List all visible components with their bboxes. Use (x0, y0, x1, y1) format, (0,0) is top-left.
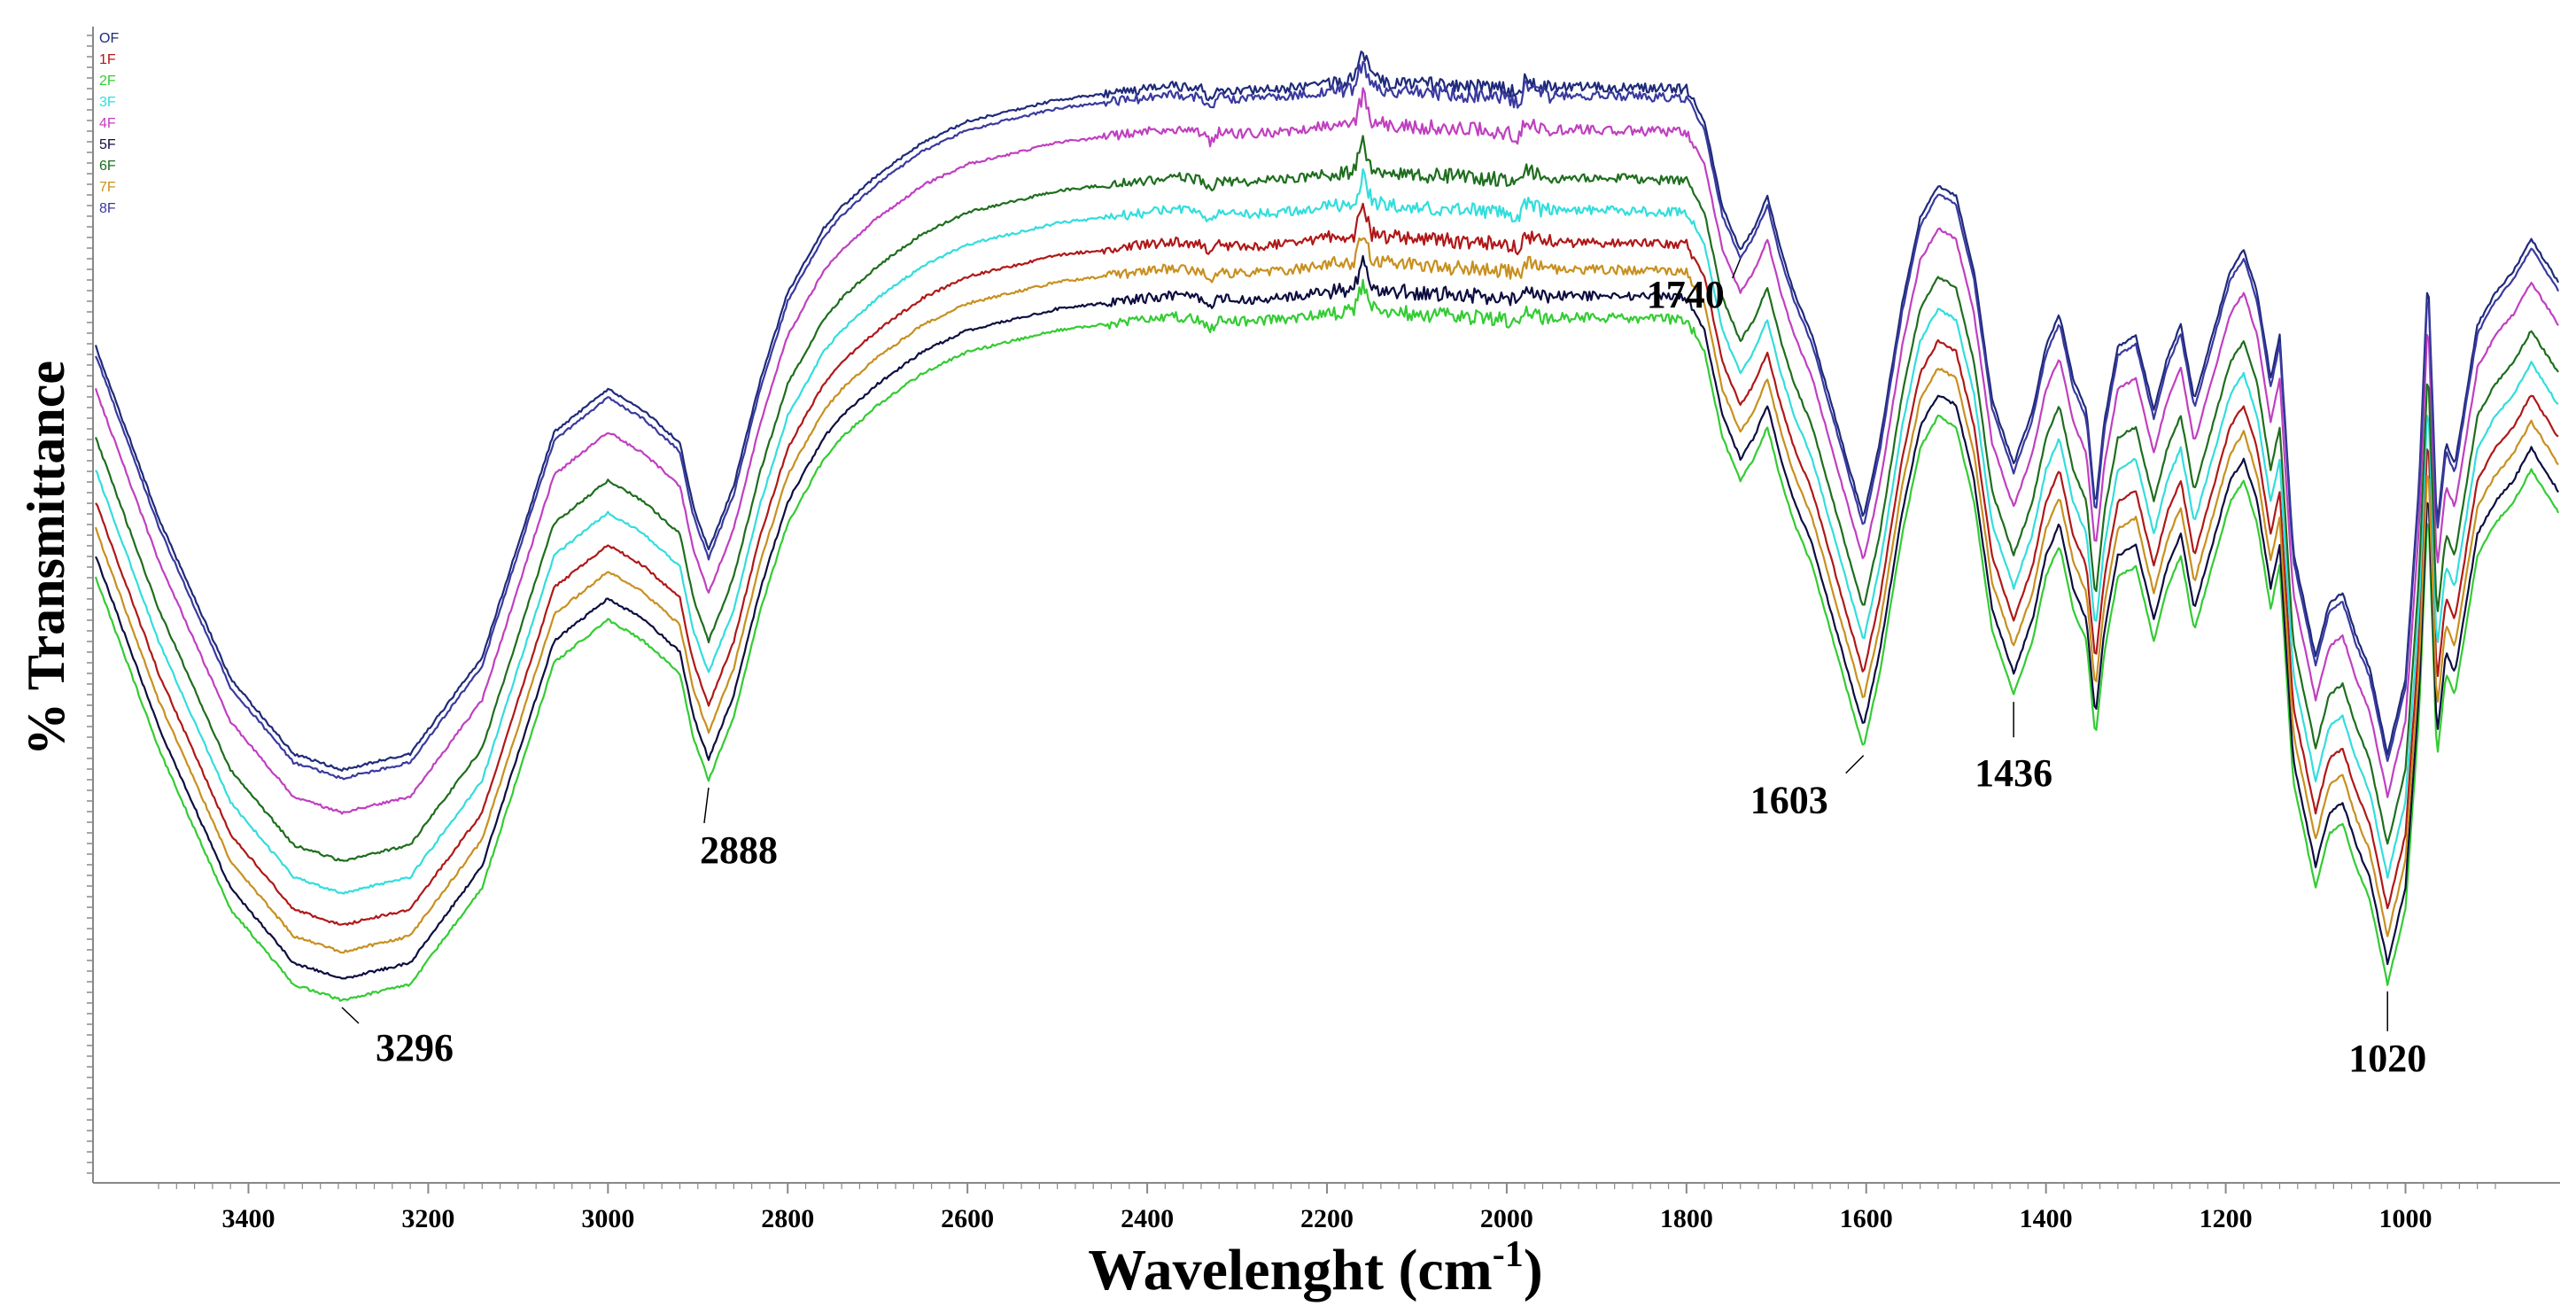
series-line-2f (94, 278, 2560, 1002)
peak-leader-2888 (703, 787, 710, 824)
x-tick-label-2400: 2400 (1121, 1204, 1174, 1233)
legend-item-8f: 8F (99, 201, 116, 216)
legend-item-7f: 7F (99, 180, 116, 195)
series-line-5f (95, 254, 2559, 980)
x-tick-label-2200: 2200 (1300, 1204, 1354, 1233)
x-tick-label-2600: 2600 (941, 1204, 994, 1233)
peak-leader-1603 (1845, 755, 1865, 774)
legend-item-of: OF (99, 31, 119, 46)
legend: OF 1F 2F 3F 4F 5F 6F 7F 8F (99, 31, 119, 216)
series-line-8f (95, 60, 2560, 781)
legend-item-6f: 6F (99, 159, 116, 174)
y-axis-title: % Transmittance (17, 361, 75, 756)
peak-label-1436: 1436 (1975, 751, 2052, 795)
x-tick-label-3000: 3000 (581, 1204, 634, 1233)
x-tick-label-1000: 1000 (2379, 1204, 2432, 1233)
x-axis-ticks: 3400 3200 3000 2800 2600 2400 2200 2000 1800 1600… (158, 1183, 2496, 1233)
peak-label-1020: 1020 (2348, 1037, 2426, 1080)
series-line-4f (94, 87, 2559, 815)
x-tick-label-2800: 2800 (761, 1204, 814, 1233)
legend-item-5f: 5F (99, 137, 116, 152)
peak-label-3296: 3296 (376, 1026, 454, 1069)
legend-item-3f: 3F (99, 95, 116, 110)
x-axis-title-close: ) (1524, 1238, 1543, 1302)
peak-label-2888: 2888 (700, 828, 778, 872)
x-tick-label-1800: 1800 (1660, 1204, 1713, 1233)
x-tick-label-1600: 1600 (1840, 1204, 1893, 1233)
peak-label-1740: 1740 (1647, 273, 1725, 316)
x-tick-label-3400: 3400 (221, 1204, 275, 1233)
x-tick-label-1400: 1400 (2020, 1204, 2073, 1233)
x-tick-label-2000: 2000 (1480, 1204, 1533, 1233)
series-line-1f (95, 202, 2559, 926)
x-axis-title: Wavelenght (cm-1) (1088, 1234, 1542, 1302)
x-tick-label-3200: 3200 (401, 1204, 454, 1233)
peak-leader-1740 (1732, 258, 1742, 279)
x-axis-title-main: Wavelenght (cm (1088, 1238, 1492, 1302)
legend-item-1f: 1F (99, 52, 116, 67)
series-group (94, 51, 2560, 1002)
axes: 3400 3200 3000 2800 2600 2400 2200 2000 1800 1600… (87, 27, 2560, 1233)
series-line-3f (95, 168, 2559, 895)
series-line-6f (94, 135, 2559, 862)
peak-leader-3296 (341, 1007, 360, 1024)
x-tick-label-1200: 1200 (2200, 1204, 2253, 1233)
series-line-7f (94, 237, 2559, 954)
peak-label-1603: 1603 (1750, 779, 1828, 822)
y-axis-minor-ticks (87, 35, 93, 1174)
series-line-of (94, 51, 2560, 773)
peak-annotations: 3296 2888 1740 1603 1436 1020 (341, 258, 2426, 1080)
legend-item-4f: 4F (99, 116, 116, 131)
x-axis-title-superscript: -1 (1493, 1234, 1524, 1275)
legend-item-2f: 2F (99, 74, 116, 89)
